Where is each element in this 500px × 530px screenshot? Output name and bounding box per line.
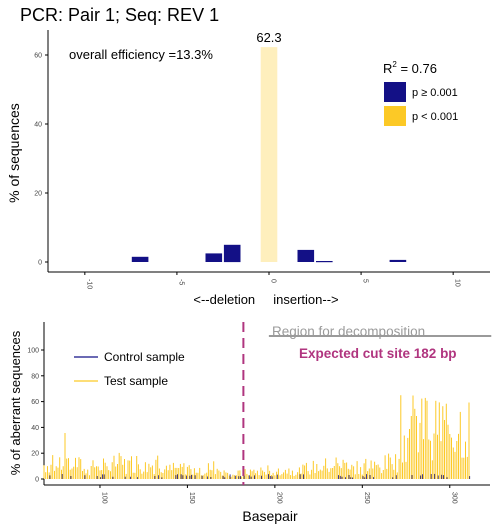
- aberrant-legend: Control sample Test sample: [74, 350, 185, 388]
- indel-bar: [260, 47, 278, 262]
- aberrant-legend-label: Test sample: [104, 374, 168, 388]
- aberrant-x-tick-label: 250: [363, 492, 370, 504]
- indel-y-tick-label: 40: [34, 122, 42, 129]
- aberrant-x-tick-label: 100: [100, 492, 107, 504]
- indel-x-tick-label: 5: [362, 279, 369, 283]
- indel-x-tick-label: -5: [177, 279, 184, 285]
- aberrant-x-tick-label: 150: [188, 492, 195, 504]
- indel-panel: % of sequences <--deletion insertion--> …: [6, 30, 490, 307]
- indel-bar: [297, 249, 315, 262]
- indel-ylabel: % of sequences: [6, 103, 22, 203]
- cut-site-label: Expected cut site 182 bp: [299, 346, 457, 361]
- aberrant-y-tick-label: 0: [35, 477, 39, 484]
- aberrant-bars: [43, 395, 471, 479]
- aberrant-ticks: 0 20 40 60 80 100 100 150 200 250 300: [27, 348, 457, 504]
- aberrant-panel: % of aberrant sequences Basepair 0 20 40 60…: [8, 322, 492, 524]
- aberrant-annotations: Region for decomposition Expected cut sit…: [242, 322, 492, 485]
- indel-bar: [223, 244, 241, 263]
- indel-legend-swatch: [384, 106, 406, 126]
- indel-legend-swatch: [384, 82, 406, 102]
- indel-xlabel: <--deletion insertion-->: [193, 292, 338, 307]
- aberrant-y-tick-label: 20: [31, 451, 39, 458]
- indel-bars: 62.3: [131, 30, 407, 263]
- indel-bar: [389, 259, 407, 262]
- aberrant-y-tick-label: 60: [31, 399, 39, 406]
- aberrant-ylabel: % of aberrant sequences: [8, 330, 23, 475]
- aberrant-y-tick-label: 40: [31, 425, 39, 432]
- aberrant-x-tick-label: 300: [450, 492, 457, 504]
- indel-legend-label: p < 0.001: [412, 111, 458, 123]
- aberrant-y-tick-label: 80: [31, 373, 39, 380]
- indel-bar: [205, 253, 223, 262]
- aberrant-x-tick-label: 200: [275, 492, 282, 504]
- indel-x-tick-label: -10: [85, 279, 92, 289]
- indel-x-tick-label: 10: [454, 279, 461, 287]
- indel-legend-label: p ≥ 0.001: [412, 87, 458, 99]
- efficiency-annotation: overall efficiency =13.3%: [69, 47, 213, 62]
- indel-ticks: 0 20 40 60 -10 -5 0 5 10: [34, 53, 460, 290]
- page-title: PCR: Pair 1; Seq: REV 1: [20, 5, 220, 25]
- aberrant-xlabel: Basepair: [242, 508, 298, 524]
- indel-x-tick-label: 0: [270, 279, 277, 283]
- indel-legend: p ≥ 0.001 p < 0.001: [384, 82, 458, 126]
- indel-bar: [131, 256, 149, 262]
- indel-y-tick-label: 0: [38, 260, 42, 267]
- r2-value: 0.76: [412, 61, 437, 76]
- aberrant-legend-label: Control sample: [104, 350, 185, 364]
- decomposition-region-label: Region for decomposition: [272, 324, 425, 339]
- r2-label: R2 = 0.76: [383, 60, 437, 76]
- indel-bar: [316, 261, 333, 263]
- indel-y-tick-label: 60: [34, 53, 42, 60]
- top-bar-value-label: 62.3: [256, 30, 281, 45]
- indel-y-tick-label: 20: [34, 191, 42, 198]
- aberrant-y-tick-label: 100: [27, 348, 39, 355]
